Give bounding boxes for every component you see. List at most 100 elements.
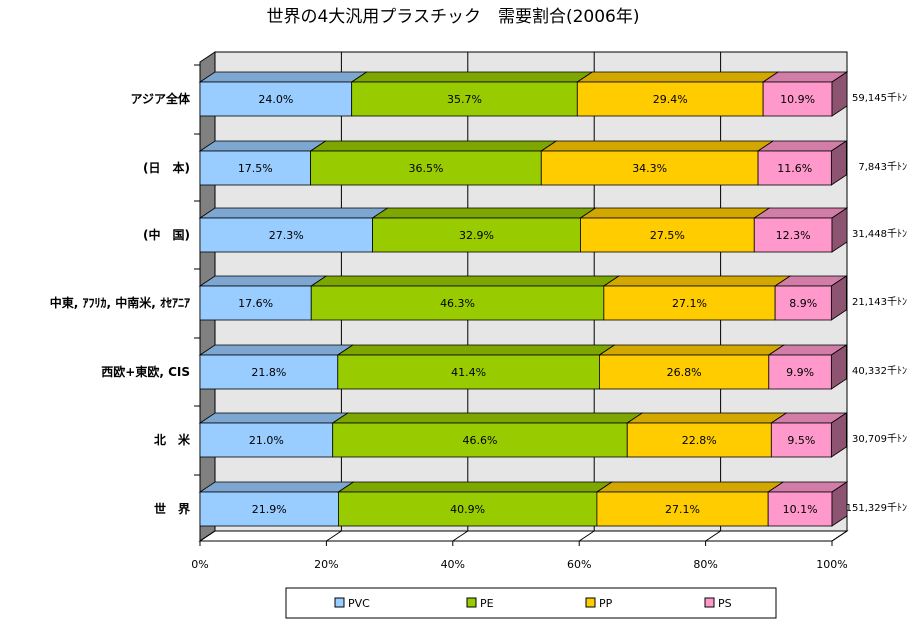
x-tick-labels: 0% 20% 40% 60% 80% 100% <box>191 558 847 571</box>
legend-swatch-pe <box>466 597 477 608</box>
bar-segment-pp <box>576 81 764 117</box>
bar-segment-pp <box>596 491 769 527</box>
floor-gridline <box>831 530 848 542</box>
x-tick-label: 20% <box>314 558 338 571</box>
bar-segment-ps <box>757 150 832 186</box>
total-label: 7,843千ﾄﾝ <box>858 161 907 173</box>
bar-segment-pp <box>540 150 759 186</box>
bar-top-pvc <box>198 344 355 356</box>
bar-top-ps <box>752 207 849 219</box>
legend-label: PE <box>480 597 494 610</box>
floor-gridline <box>199 530 216 542</box>
category-label: 世 界 <box>154 501 190 516</box>
legend-swatch-ps <box>704 597 715 608</box>
bar-segment-pvc <box>199 491 339 527</box>
bar-row: 21.8% 41.4% 26.8% 9.9% <box>198 344 848 390</box>
bar-row: 21.9% 40.9% 27.1% 10.1% <box>198 481 849 527</box>
floor-gridline <box>705 530 721 542</box>
category-label: アジア全体 <box>130 91 191 106</box>
data-label: 17.5% <box>238 162 273 175</box>
data-label: 27.5% <box>650 229 685 242</box>
data-label: 17.6% <box>238 297 273 310</box>
bar-top-pvc <box>198 412 350 424</box>
total-labels: 59,145千ﾄﾝ 7,843千ﾄﾝ 31,448千ﾄﾝ 21,143千ﾄﾝ 40,33… <box>846 92 907 514</box>
bar-segment-ps <box>774 285 832 321</box>
data-label: 9.5% <box>787 434 815 447</box>
bar-side-ps <box>830 344 847 390</box>
data-label: 26.8% <box>667 366 702 379</box>
bar-top-pvc <box>198 140 327 152</box>
legend-label: PVC <box>348 597 370 610</box>
data-label: 12.3% <box>776 229 811 242</box>
bar-top-pp <box>598 344 786 356</box>
x-tick-label: 100% <box>816 558 847 571</box>
bar-segment-pvc <box>199 150 311 186</box>
data-label: 21.8% <box>251 366 286 379</box>
bar-segment-pe <box>338 491 598 527</box>
data-label: 35.7% <box>447 93 482 106</box>
legend-label: PS <box>718 597 732 610</box>
data-label: 41.4% <box>451 366 486 379</box>
category-label: (中 国) <box>143 227 190 242</box>
x-tick-label: 40% <box>441 558 465 571</box>
data-label: 10.1% <box>783 503 818 516</box>
bar-top-pvc <box>198 481 355 493</box>
data-label: 27.1% <box>672 297 707 310</box>
bar-segment-pvc <box>199 81 353 117</box>
category-labels: アジア全体 (日 本) (中 国) 中東, ｱﾌﾘｶ, 中南米, ｵｾｱﾆｱ 西欧+東欧… <box>50 91 191 516</box>
bar-segment-ps <box>762 81 833 117</box>
bar-segment-pvc <box>199 354 339 390</box>
bar-top-pp <box>595 481 785 493</box>
data-label: 27.3% <box>269 229 304 242</box>
bar-segment-pp <box>580 217 755 253</box>
bar-segment-pp <box>603 285 776 321</box>
x-tick-label: 60% <box>567 558 591 571</box>
bar-top-pp <box>625 412 788 424</box>
data-label: 27.1% <box>665 503 700 516</box>
bar-segment-pe <box>337 354 600 390</box>
bar-segment-ps <box>770 422 832 458</box>
legend-box <box>285 587 777 619</box>
data-label: 40.9% <box>450 503 485 516</box>
data-label: 9.9% <box>786 366 814 379</box>
bar-side-ps <box>831 71 848 117</box>
bar-segment-pe <box>310 150 542 186</box>
data-label: 46.6% <box>462 434 497 447</box>
x-tick-label: 80% <box>693 558 717 571</box>
bar-segment-pvc <box>199 285 312 321</box>
bar-segment-pp <box>626 422 772 458</box>
bar-top-pe <box>350 71 594 83</box>
total-label: 151,329千ﾄﾝ <box>846 502 907 514</box>
bar-segment-ps <box>768 354 832 390</box>
data-label: 36.5% <box>408 162 443 175</box>
data-label: 32.9% <box>459 229 494 242</box>
bar-top-pp <box>579 207 771 219</box>
category-label: 西欧+東欧, CIS <box>101 364 190 379</box>
bars: 24.0% 35.7% 29.4% 10.9% 17.5% 36.5% 34.3% 11.6%… <box>198 71 849 527</box>
bar-segment-pe <box>351 81 578 117</box>
bar-side-ps <box>830 275 847 321</box>
bar-top-pp <box>602 275 792 287</box>
x-tick-label: 0% <box>191 558 208 571</box>
total-label: 40,332千ﾄﾝ <box>852 365 907 377</box>
bar-segment-ps <box>753 217 833 253</box>
bar-top-pvc <box>198 207 389 219</box>
legend: PVC PE PP PS <box>285 587 777 619</box>
bar-segment-pe <box>332 422 628 458</box>
bar-row: 27.3% 32.9% 27.5% 12.3% <box>198 207 849 253</box>
bar-side-ps <box>830 140 847 186</box>
bar-top-pvc <box>198 71 369 83</box>
legend-swatch-pp <box>585 597 596 608</box>
category-label: 中東, ｱﾌﾘｶ, 中南米, ｵｾｱﾆｱ <box>50 295 190 310</box>
bar-top-pe <box>371 207 597 219</box>
bar-top-pe <box>337 481 614 493</box>
bar-top-pp <box>539 140 775 152</box>
floor <box>198 530 849 542</box>
bar-side-ps <box>831 481 848 527</box>
data-label: 24.0% <box>258 93 293 106</box>
bar-row: 21.0% 46.6% 22.8% 9.5% <box>198 412 848 458</box>
bar-side-ps <box>831 207 848 253</box>
bar-segment-ps <box>767 491 833 527</box>
bar-segment-pp <box>599 354 770 390</box>
category-label: 北 米 <box>154 432 191 447</box>
